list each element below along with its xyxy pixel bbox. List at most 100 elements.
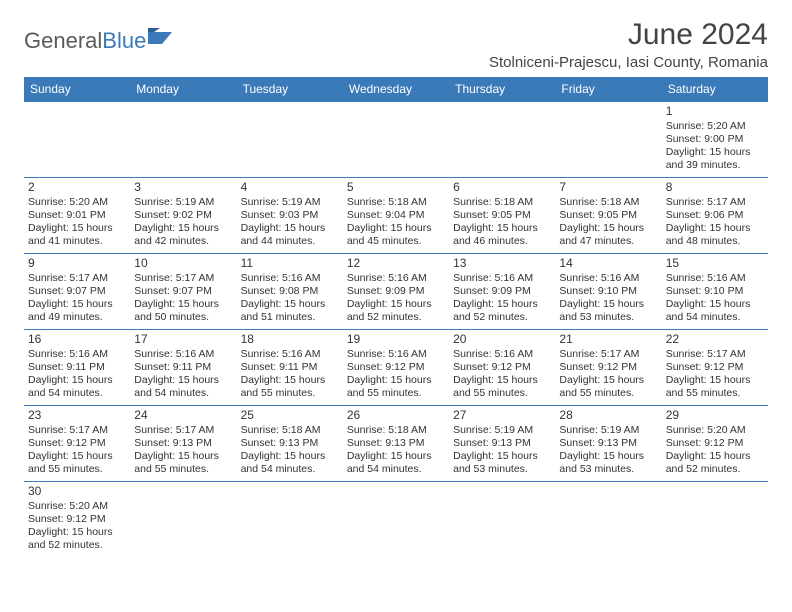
day-number: 8 bbox=[666, 180, 764, 195]
calendar-cell: 23Sunrise: 5:17 AMSunset: 9:12 PMDayligh… bbox=[24, 406, 130, 482]
day-number: 9 bbox=[28, 256, 126, 271]
calendar-body: 1Sunrise: 5:20 AMSunset: 9:00 PMDaylight… bbox=[24, 102, 768, 558]
day-number: 2 bbox=[28, 180, 126, 195]
sunrise-line: Sunrise: 5:17 AM bbox=[28, 272, 126, 285]
sunrise-line: Sunrise: 5:18 AM bbox=[453, 196, 551, 209]
sunrise-line: Sunrise: 5:19 AM bbox=[559, 424, 657, 437]
daylight-line: Daylight: 15 hours and 52 minutes. bbox=[347, 298, 445, 324]
sunset-line: Sunset: 9:12 PM bbox=[28, 513, 126, 526]
sunset-line: Sunset: 9:09 PM bbox=[347, 285, 445, 298]
sunrise-line: Sunrise: 5:20 AM bbox=[28, 196, 126, 209]
day-info: Sunrise: 5:17 AMSunset: 9:07 PMDaylight:… bbox=[134, 272, 232, 325]
day-number: 28 bbox=[559, 408, 657, 423]
daylight-line: Daylight: 15 hours and 54 minutes. bbox=[347, 450, 445, 476]
sunrise-line: Sunrise: 5:18 AM bbox=[559, 196, 657, 209]
day-info: Sunrise: 5:16 AMSunset: 9:11 PMDaylight:… bbox=[241, 348, 339, 401]
sunset-line: Sunset: 9:08 PM bbox=[241, 285, 339, 298]
sunrise-line: Sunrise: 5:18 AM bbox=[347, 424, 445, 437]
day-info: Sunrise: 5:17 AMSunset: 9:07 PMDaylight:… bbox=[28, 272, 126, 325]
weekday-header: Wednesday bbox=[343, 77, 449, 102]
day-number: 13 bbox=[453, 256, 551, 271]
sunrise-line: Sunrise: 5:18 AM bbox=[347, 196, 445, 209]
sunset-line: Sunset: 9:10 PM bbox=[559, 285, 657, 298]
calendar-row: 16Sunrise: 5:16 AMSunset: 9:11 PMDayligh… bbox=[24, 330, 768, 406]
sunset-line: Sunset: 9:06 PM bbox=[666, 209, 764, 222]
sunset-line: Sunset: 9:05 PM bbox=[559, 209, 657, 222]
sunset-line: Sunset: 9:04 PM bbox=[347, 209, 445, 222]
daylight-line: Daylight: 15 hours and 51 minutes. bbox=[241, 298, 339, 324]
daylight-line: Daylight: 15 hours and 53 minutes. bbox=[453, 450, 551, 476]
day-info: Sunrise: 5:16 AMSunset: 9:10 PMDaylight:… bbox=[559, 272, 657, 325]
daylight-line: Daylight: 15 hours and 55 minutes. bbox=[28, 450, 126, 476]
sunrise-line: Sunrise: 5:17 AM bbox=[559, 348, 657, 361]
calendar-cell: 22Sunrise: 5:17 AMSunset: 9:12 PMDayligh… bbox=[662, 330, 768, 406]
daylight-line: Daylight: 15 hours and 55 minutes. bbox=[453, 374, 551, 400]
daylight-line: Daylight: 15 hours and 55 minutes. bbox=[559, 374, 657, 400]
sunset-line: Sunset: 9:10 PM bbox=[666, 285, 764, 298]
sunrise-line: Sunrise: 5:17 AM bbox=[28, 424, 126, 437]
day-number: 27 bbox=[453, 408, 551, 423]
daylight-line: Daylight: 15 hours and 53 minutes. bbox=[559, 450, 657, 476]
daylight-line: Daylight: 15 hours and 52 minutes. bbox=[453, 298, 551, 324]
calendar-cell: 14Sunrise: 5:16 AMSunset: 9:10 PMDayligh… bbox=[555, 254, 661, 330]
calendar-cell: 15Sunrise: 5:16 AMSunset: 9:10 PMDayligh… bbox=[662, 254, 768, 330]
logo-text-2: Blue bbox=[102, 28, 146, 54]
daylight-line: Daylight: 15 hours and 48 minutes. bbox=[666, 222, 764, 248]
day-info: Sunrise: 5:17 AMSunset: 9:13 PMDaylight:… bbox=[134, 424, 232, 477]
day-info: Sunrise: 5:17 AMSunset: 9:12 PMDaylight:… bbox=[559, 348, 657, 401]
weekday-header: Sunday bbox=[24, 77, 130, 102]
daylight-line: Daylight: 15 hours and 50 minutes. bbox=[134, 298, 232, 324]
sunset-line: Sunset: 9:13 PM bbox=[134, 437, 232, 450]
sunrise-line: Sunrise: 5:16 AM bbox=[28, 348, 126, 361]
daylight-line: Daylight: 15 hours and 54 minutes. bbox=[666, 298, 764, 324]
day-number: 18 bbox=[241, 332, 339, 347]
calendar-table: SundayMondayTuesdayWednesdayThursdayFrid… bbox=[24, 77, 768, 558]
calendar-cell: 6Sunrise: 5:18 AMSunset: 9:05 PMDaylight… bbox=[449, 178, 555, 254]
sunset-line: Sunset: 9:07 PM bbox=[28, 285, 126, 298]
day-info: Sunrise: 5:18 AMSunset: 9:05 PMDaylight:… bbox=[453, 196, 551, 249]
calendar-cell: 28Sunrise: 5:19 AMSunset: 9:13 PMDayligh… bbox=[555, 406, 661, 482]
sunset-line: Sunset: 9:12 PM bbox=[666, 361, 764, 374]
day-info: Sunrise: 5:16 AMSunset: 9:12 PMDaylight:… bbox=[453, 348, 551, 401]
day-number: 20 bbox=[453, 332, 551, 347]
daylight-line: Daylight: 15 hours and 39 minutes. bbox=[666, 146, 764, 172]
day-number: 5 bbox=[347, 180, 445, 195]
calendar-row: 2Sunrise: 5:20 AMSunset: 9:01 PMDaylight… bbox=[24, 178, 768, 254]
sunset-line: Sunset: 9:13 PM bbox=[559, 437, 657, 450]
sunset-line: Sunset: 9:02 PM bbox=[134, 209, 232, 222]
day-number: 23 bbox=[28, 408, 126, 423]
sunset-line: Sunset: 9:12 PM bbox=[453, 361, 551, 374]
calendar-cell-empty bbox=[237, 482, 343, 558]
sunrise-line: Sunrise: 5:17 AM bbox=[666, 348, 764, 361]
sunrise-line: Sunrise: 5:19 AM bbox=[453, 424, 551, 437]
sunset-line: Sunset: 9:11 PM bbox=[241, 361, 339, 374]
day-number: 11 bbox=[241, 256, 339, 271]
daylight-line: Daylight: 15 hours and 54 minutes. bbox=[134, 374, 232, 400]
calendar-cell: 17Sunrise: 5:16 AMSunset: 9:11 PMDayligh… bbox=[130, 330, 236, 406]
day-number: 22 bbox=[666, 332, 764, 347]
day-number: 10 bbox=[134, 256, 232, 271]
daylight-line: Daylight: 15 hours and 49 minutes. bbox=[28, 298, 126, 324]
day-info: Sunrise: 5:20 AMSunset: 9:12 PMDaylight:… bbox=[666, 424, 764, 477]
calendar-cell: 3Sunrise: 5:19 AMSunset: 9:02 PMDaylight… bbox=[130, 178, 236, 254]
daylight-line: Daylight: 15 hours and 55 minutes. bbox=[241, 374, 339, 400]
day-info: Sunrise: 5:19 AMSunset: 9:13 PMDaylight:… bbox=[453, 424, 551, 477]
day-number: 6 bbox=[453, 180, 551, 195]
day-info: Sunrise: 5:16 AMSunset: 9:11 PMDaylight:… bbox=[28, 348, 126, 401]
sunset-line: Sunset: 9:03 PM bbox=[241, 209, 339, 222]
sunrise-line: Sunrise: 5:17 AM bbox=[134, 424, 232, 437]
daylight-line: Daylight: 15 hours and 42 minutes. bbox=[134, 222, 232, 248]
weekday-header: Friday bbox=[555, 77, 661, 102]
calendar-cell-empty bbox=[237, 102, 343, 178]
calendar-row: 1Sunrise: 5:20 AMSunset: 9:00 PMDaylight… bbox=[24, 102, 768, 178]
day-number: 17 bbox=[134, 332, 232, 347]
calendar-cell: 27Sunrise: 5:19 AMSunset: 9:13 PMDayligh… bbox=[449, 406, 555, 482]
day-number: 19 bbox=[347, 332, 445, 347]
logo-text-1: General bbox=[24, 28, 102, 54]
sunset-line: Sunset: 9:07 PM bbox=[134, 285, 232, 298]
calendar-cell: 19Sunrise: 5:16 AMSunset: 9:12 PMDayligh… bbox=[343, 330, 449, 406]
day-info: Sunrise: 5:20 AMSunset: 9:12 PMDaylight:… bbox=[28, 500, 126, 553]
sunrise-line: Sunrise: 5:20 AM bbox=[666, 120, 764, 133]
day-number: 30 bbox=[28, 484, 126, 499]
daylight-line: Daylight: 15 hours and 55 minutes. bbox=[347, 374, 445, 400]
